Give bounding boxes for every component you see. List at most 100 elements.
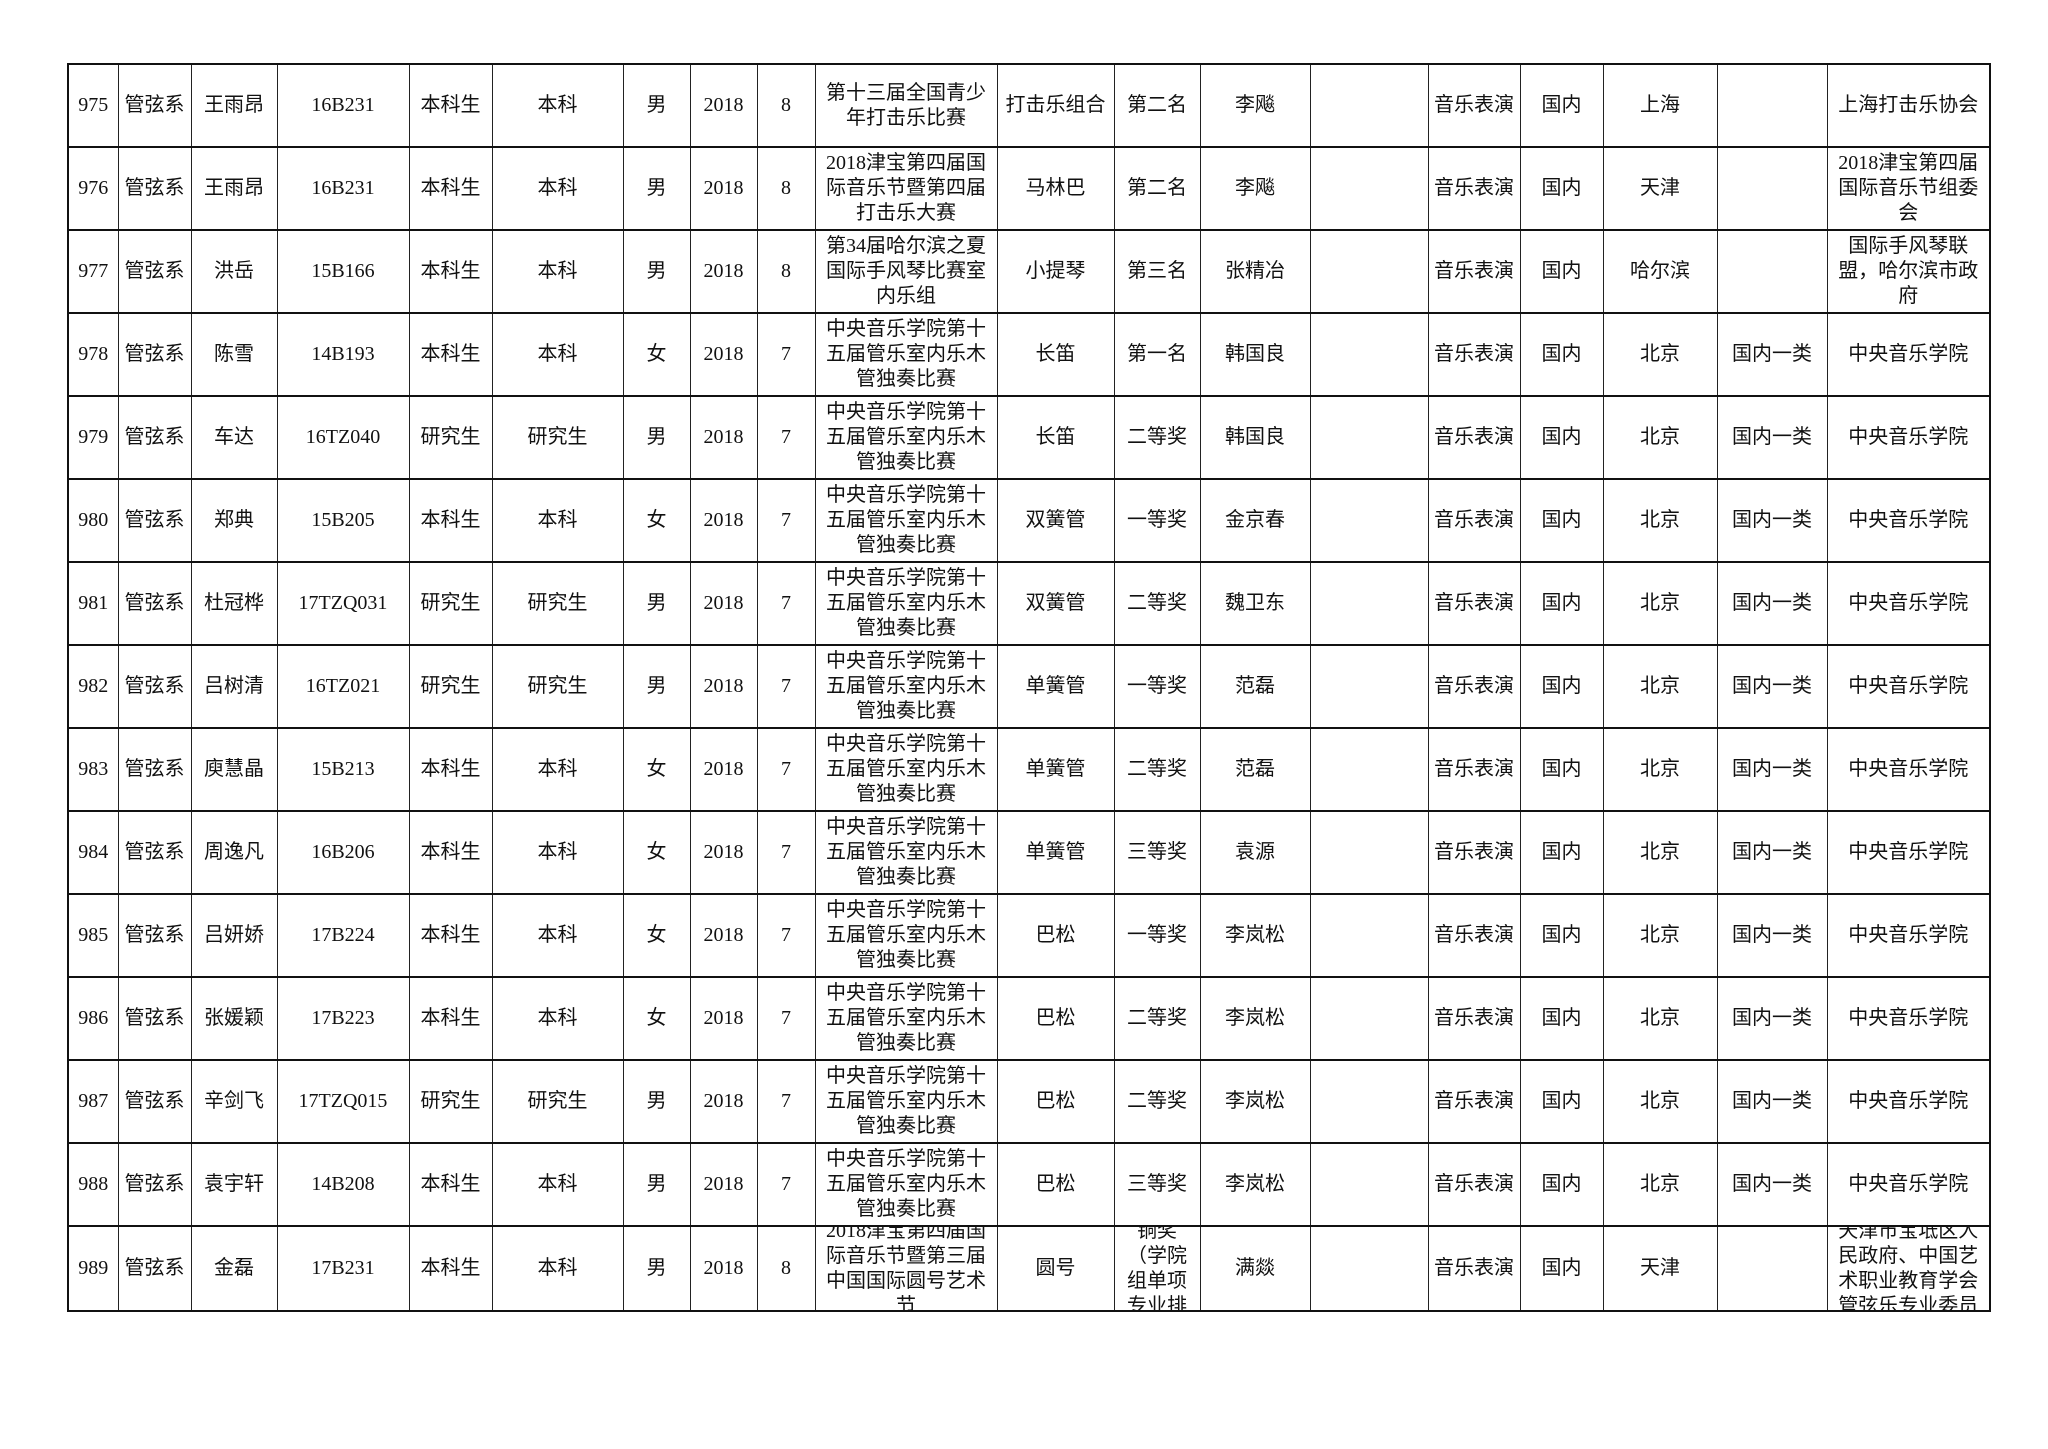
competition-category: 国内一类 — [1732, 1173, 1812, 1195]
month-cell: 7 — [756, 893, 816, 978]
competition-name: 中央音乐学院第十五届管乐室内乐木管独奏比赛 — [826, 733, 986, 805]
organizer: 中央音乐学院 — [1848, 1090, 1969, 1112]
blank-column-cell — [1309, 976, 1429, 1061]
competition-category-cell — [1716, 1225, 1828, 1312]
month: 7 — [781, 1007, 791, 1029]
table-row: 987 管弦系 辛剑飞 17TZQ015 研究生 研究生 男 2018 7 中央音乐学院第十五届管… — [67, 1059, 1991, 1144]
instructor-cell: 金京春 — [1199, 478, 1311, 563]
competition-name-cell: 中央音乐学院第十五届管乐室内乐木管独奏比赛 — [814, 1142, 998, 1227]
instructor: 李岚松 — [1225, 1090, 1285, 1112]
student-type: 本科生 — [420, 94, 481, 116]
instrument-cell: 单簧管 — [996, 644, 1115, 729]
city-cell: 上海 — [1602, 63, 1718, 148]
department: 管弦系 — [124, 1173, 185, 1195]
competition-name: 中央音乐学院第十五届管乐室内乐木管独奏比赛 — [826, 816, 986, 888]
student-name-cell: 袁宇轩 — [190, 1142, 278, 1227]
award-cell: 第二名 — [1113, 146, 1201, 231]
award-cell: 第一名 — [1113, 312, 1201, 397]
department-cell: 管弦系 — [117, 893, 192, 978]
gender: 女 — [646, 1007, 667, 1029]
discipline: 音乐表演 — [1434, 260, 1514, 282]
competition-name: 中央音乐学院第十五届管乐室内乐木管独奏比赛 — [826, 484, 986, 556]
award-cell: 二等奖 — [1113, 561, 1201, 646]
education-level-cell: 研究生 — [491, 561, 624, 646]
year: 2018 — [703, 509, 744, 531]
student-type-cell: 本科生 — [408, 146, 493, 231]
education-level-cell: 研究生 — [491, 644, 624, 729]
domestic-foreign-cell: 国内 — [1519, 478, 1604, 563]
blank-column-cell — [1309, 644, 1429, 729]
domestic-foreign-cell: 国内 — [1519, 561, 1604, 646]
competition-name-cell: 中央音乐学院第十五届管乐室内乐木管独奏比赛 — [814, 395, 998, 480]
instructor: 张精冶 — [1225, 260, 1285, 282]
month-cell: 8 — [756, 229, 816, 314]
department: 管弦系 — [124, 1257, 185, 1279]
city-cell: 北京 — [1602, 976, 1718, 1061]
gender: 女 — [646, 924, 667, 946]
competition-name-cell: 中央音乐学院第十五届管乐室内乐木管独奏比赛 — [814, 312, 998, 397]
education-level: 研究生 — [527, 592, 588, 614]
year: 2018 — [703, 841, 744, 863]
gender: 男 — [646, 1173, 667, 1195]
competition-name: 2018津宝第四届国际音乐节暨第三届中国国际圆号艺术节 — [826, 1227, 986, 1310]
award: 一等奖 — [1127, 509, 1187, 531]
instrument-cell: 巴松 — [996, 1059, 1115, 1144]
student-id: 17B223 — [311, 1007, 375, 1029]
domestic-foreign: 国内 — [1541, 426, 1582, 448]
department: 管弦系 — [124, 343, 185, 365]
gender-cell: 女 — [622, 727, 691, 812]
department-cell: 管弦系 — [117, 395, 192, 480]
department-cell: 管弦系 — [117, 1225, 192, 1312]
department: 管弦系 — [124, 841, 185, 863]
month-cell: 7 — [756, 644, 816, 729]
instructor-cell: 魏卫东 — [1199, 561, 1311, 646]
discipline-cell: 音乐表演 — [1427, 1059, 1521, 1144]
domestic-foreign: 国内 — [1541, 343, 1582, 365]
gender-cell: 男 — [622, 1225, 691, 1312]
city: 北京 — [1640, 509, 1680, 531]
table-row: 976 管弦系 王雨昂 16B231 本科生 本科 男 2018 8 2018津宝第四届国际音乐节… — [67, 146, 1991, 231]
row-number-cell: 986 — [67, 976, 119, 1061]
year-cell: 2018 — [689, 1059, 758, 1144]
department: 管弦系 — [124, 426, 185, 448]
year: 2018 — [703, 1090, 744, 1112]
discipline-cell: 音乐表演 — [1427, 395, 1521, 480]
table-row: 986 管弦系 张媛颖 17B223 本科生 本科 女 2018 7 中央音乐学院第十五届管乐室内… — [67, 976, 1991, 1061]
city-cell: 北京 — [1602, 1142, 1718, 1227]
instructor-cell: 范磊 — [1199, 644, 1311, 729]
gender: 男 — [646, 1257, 667, 1279]
education-level: 本科 — [537, 758, 578, 780]
month: 8 — [781, 177, 791, 199]
student-id-cell: 15B166 — [276, 229, 410, 314]
month: 7 — [781, 509, 791, 531]
city: 天津 — [1640, 1257, 1680, 1279]
month-cell: 8 — [756, 1225, 816, 1312]
student-id: 16B231 — [311, 177, 375, 199]
student-name: 周逸凡 — [204, 841, 264, 863]
award-cell: 二等奖 — [1113, 976, 1201, 1061]
instructor-cell: 李岚松 — [1199, 1142, 1311, 1227]
city: 北京 — [1640, 924, 1680, 946]
discipline: 音乐表演 — [1434, 841, 1514, 863]
gender: 男 — [646, 177, 667, 199]
competition-name-cell: 中央音乐学院第十五届管乐室内乐木管独奏比赛 — [814, 644, 998, 729]
city: 北京 — [1640, 1007, 1680, 1029]
domestic-foreign-cell: 国内 — [1519, 644, 1604, 729]
competition-category-cell: 国内一类 — [1716, 561, 1828, 646]
year: 2018 — [703, 426, 744, 448]
organizer-cell: 中央音乐学院 — [1826, 727, 1991, 812]
department: 管弦系 — [124, 924, 185, 946]
month-cell: 7 — [756, 810, 816, 895]
row-number-cell: 977 — [67, 229, 119, 314]
instructor-cell: 李岚松 — [1199, 1059, 1311, 1144]
instrument: 巴松 — [1035, 1173, 1076, 1195]
month: 7 — [781, 1173, 791, 1195]
student-name: 庾慧晶 — [204, 758, 264, 780]
student-name: 陈雪 — [214, 343, 254, 365]
student-id-cell: 14B208 — [276, 1142, 410, 1227]
instrument: 马林巴 — [1025, 177, 1086, 199]
competition-category: 国内一类 — [1732, 758, 1812, 780]
instructor: 韩国良 — [1225, 343, 1285, 365]
award: 二等奖 — [1127, 426, 1187, 448]
organizer-cell: 国际手风琴联盟，哈尔滨市政府 — [1826, 229, 1991, 314]
